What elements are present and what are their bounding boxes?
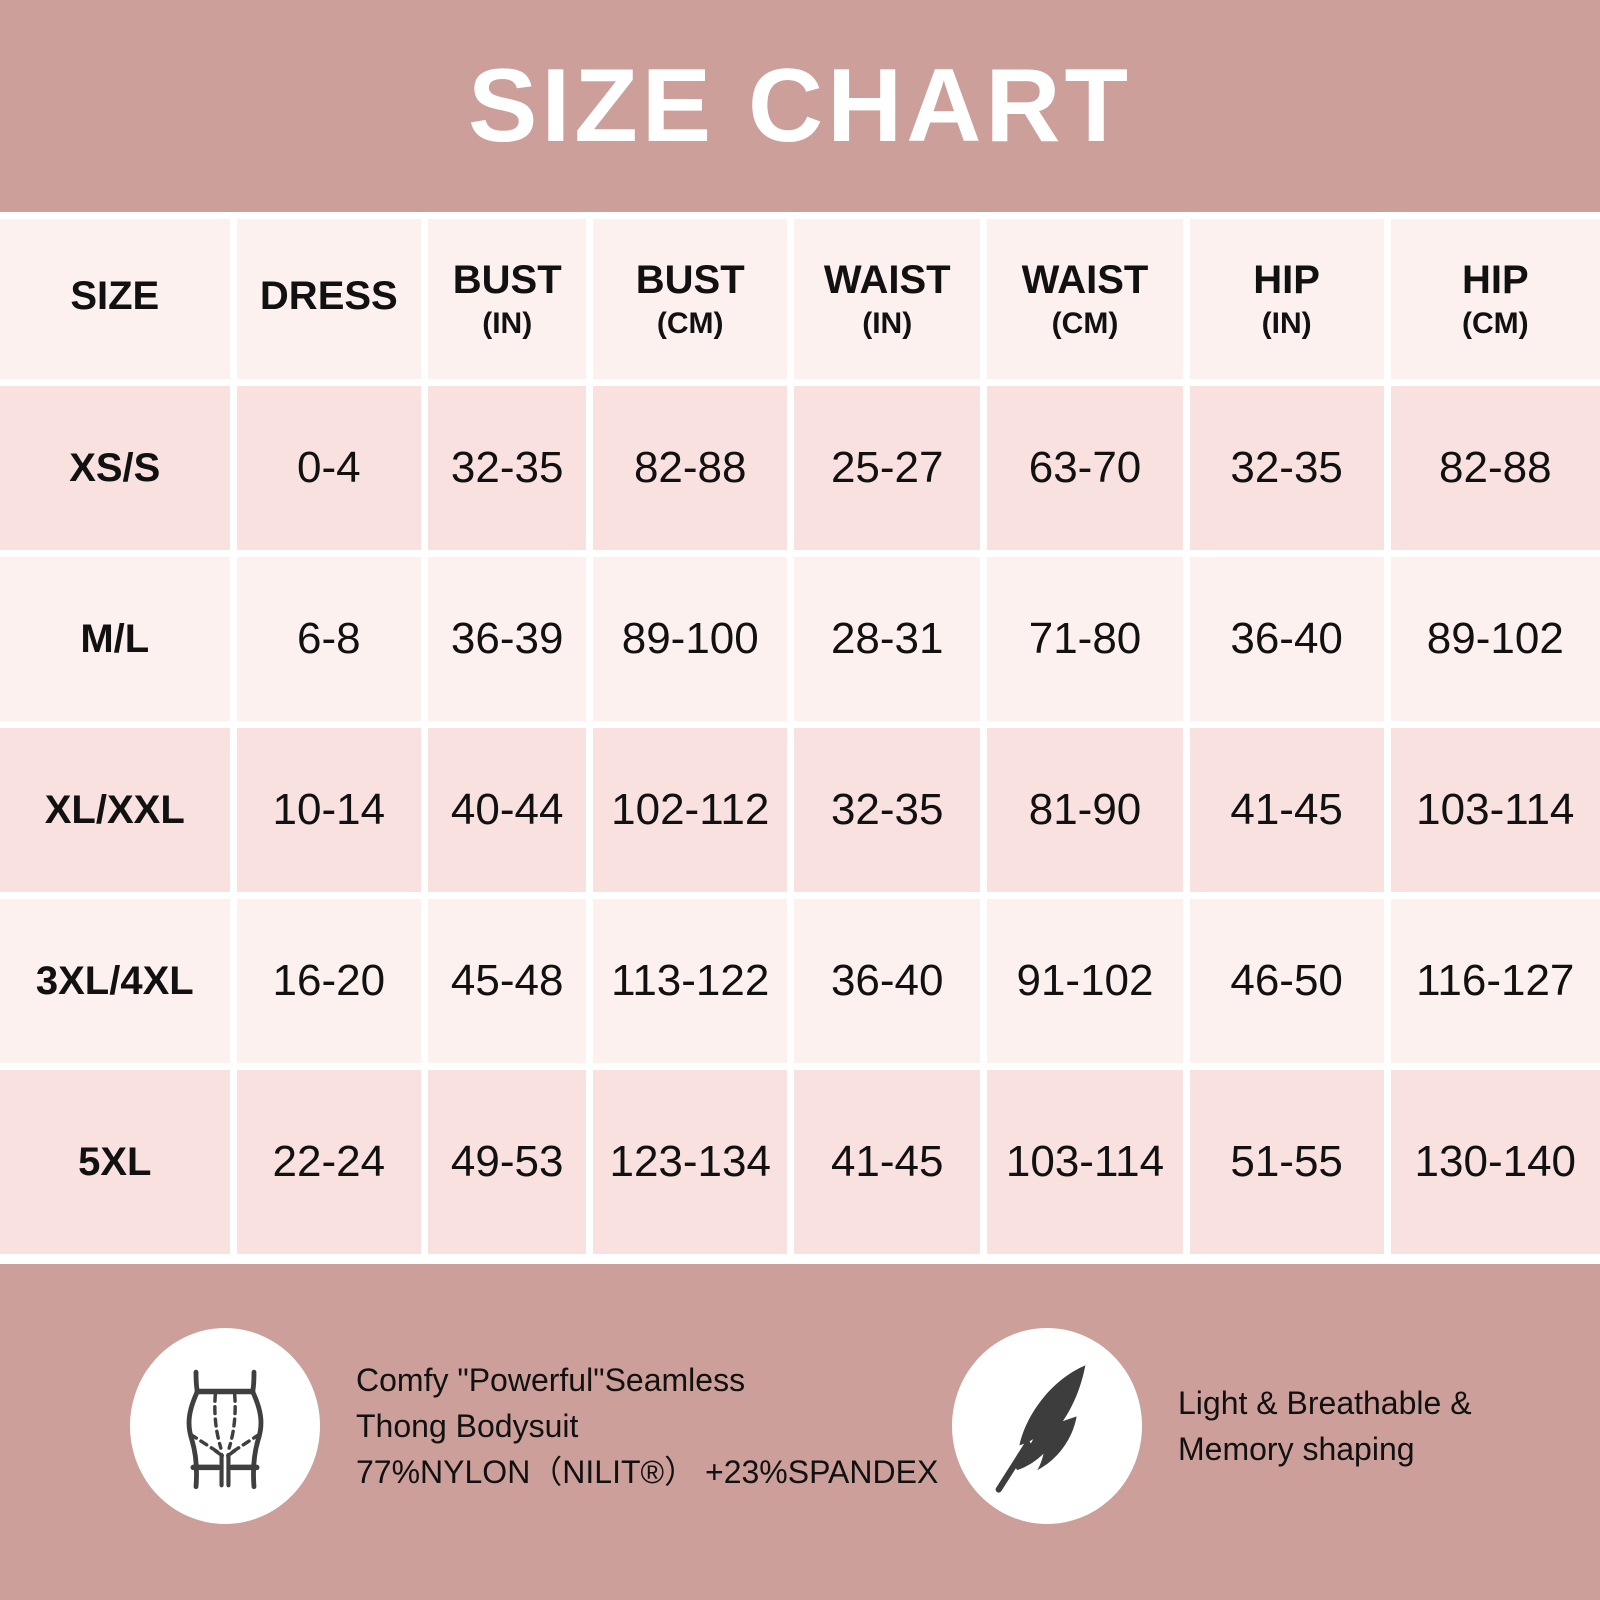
cell-value: 89-102 [1390,557,1600,721]
cell-value: 102-112 [593,728,788,892]
cell-value: 41-45 [794,1070,981,1254]
cell-value: 113-122 [593,899,788,1063]
header-cell-bust-cm: BUST (CM) [593,219,788,379]
header-row: SIZE DRESS BUST (IN) BUST (CM) WAIST (IN) W… [0,219,1600,379]
cell-size: XL/XXL [0,728,230,892]
cell-value: 49-53 [428,1070,587,1254]
cell-value: 91-102 [987,899,1183,1063]
feature-fabric: Comfy "Powerful"Seamless Thong Bodysuit … [130,1328,952,1524]
cell-size: 5XL [0,1070,230,1254]
table-row-xss: XS/S 0-4 32-35 82-88 25-27 63-70 32-35 8… [0,386,1600,550]
cell-value: 32-35 [1189,386,1384,550]
header-cell-waist-cm: WAIST (CM) [987,219,1183,379]
cell-value: 89-100 [593,557,788,721]
cell-value: 25-27 [794,386,981,550]
page-title: SIZE CHART [468,48,1132,164]
cell-value: 40-44 [428,728,587,892]
cell-value: 10-14 [236,728,422,892]
feather-icon [952,1328,1142,1524]
cell-value: 28-31 [794,557,981,721]
cell-value: 45-48 [428,899,587,1063]
cell-value: 6-8 [236,557,422,721]
cell-value: 81-90 [987,728,1183,892]
feature-line: Light & Breathable & [1178,1385,1472,1421]
cell-value: 36-40 [1189,557,1384,721]
header-cell-bust-in: BUST (IN) [428,219,587,379]
cell-value: 82-88 [1390,386,1600,550]
cell-value: 36-39 [428,557,587,721]
cell-value: 41-45 [1189,728,1384,892]
cell-value: 32-35 [794,728,981,892]
cell-value: 116-127 [1390,899,1600,1063]
feature-line: Comfy "Powerful"Seamless [356,1362,746,1398]
cell-value: 22-24 [236,1070,422,1254]
feature-light: Light & Breathable & Memory shaping [952,1328,1472,1524]
title-band: SIZE CHART [0,0,1600,212]
table-zone: SIZE DRESS BUST (IN) BUST (CM) WAIST (IN) W… [0,212,1600,1264]
cell-value: 16-20 [236,899,422,1063]
cell-value: 103-114 [1390,728,1600,892]
feature-line: 77%NYLON（NILIT®） +23%SPANDEX [356,1454,939,1490]
table-row-ml: M/L 6-8 36-39 89-100 28-31 71-80 36-40 8… [0,557,1600,721]
cell-value: 32-35 [428,386,587,550]
feature-light-text: Light & Breathable & Memory shaping [1178,1380,1472,1472]
cell-value: 103-114 [987,1070,1183,1254]
cell-value: 123-134 [593,1070,788,1254]
bottom-band: Comfy "Powerful"Seamless Thong Bodysuit … [0,1264,1600,1600]
header-cell-size: SIZE [0,219,230,379]
table-row-xlxxl: XL/XXL 10-14 40-44 102-112 32-35 81-90 4… [0,728,1600,892]
feature-fabric-text: Comfy "Powerful"Seamless Thong Bodysuit … [356,1357,938,1495]
cell-value: 46-50 [1189,899,1384,1063]
header-cell-dress: DRESS [236,219,422,379]
table-row-3xl4xl: 3XL/4XL 16-20 45-48 113-122 36-40 91-102… [0,899,1600,1063]
cell-size: M/L [0,557,230,721]
cell-value: 36-40 [794,899,981,1063]
header-cell-hip-cm: HIP (CM) [1390,219,1600,379]
header-cell-hip-in: HIP (IN) [1189,219,1384,379]
cell-size: 3XL/4XL [0,899,230,1063]
cell-size: XS/S [0,386,230,550]
cell-value: 63-70 [987,386,1183,550]
feature-line: Thong Bodysuit [356,1408,579,1444]
feature-line: Memory shaping [1178,1431,1415,1467]
cell-value: 130-140 [1390,1070,1600,1254]
bodysuit-icon [130,1328,320,1524]
cell-value: 71-80 [987,557,1183,721]
table-row-5xl: 5XL 22-24 49-53 123-134 41-45 103-114 51… [0,1070,1600,1254]
size-table: SIZE DRESS BUST (IN) BUST (CM) WAIST (IN) W… [0,212,1600,1261]
header-cell-waist-in: WAIST (IN) [794,219,981,379]
cell-value: 82-88 [593,386,788,550]
cell-value: 51-55 [1189,1070,1384,1254]
cell-value: 0-4 [236,386,422,550]
